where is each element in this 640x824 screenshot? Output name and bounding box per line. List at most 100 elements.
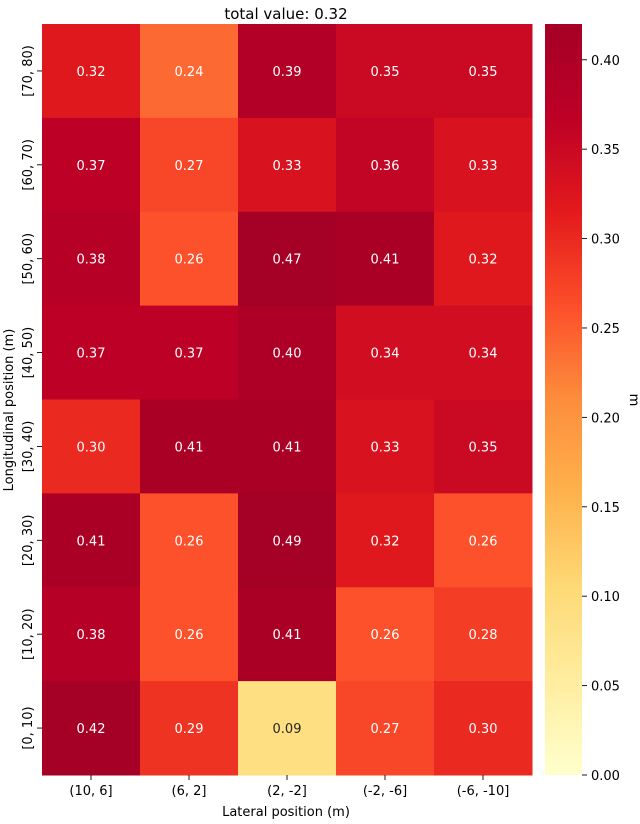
heatmap-cell	[42, 117, 141, 213]
heatmap-cell	[42, 305, 141, 400]
cell-value-label: 0.36	[371, 159, 400, 174]
cell-value-label: 0.41	[77, 534, 106, 549]
cell-value-label: 0.28	[469, 628, 498, 643]
cell-value-label: 0.29	[175, 722, 204, 737]
heatmap-cell	[336, 24, 435, 119]
colorbar-tick-label: 0.25	[591, 322, 620, 337]
colorbar-axis: 0.00 0.05 0.10 0.15 0.20 0.25 0.30 0.35 0.40	[582, 54, 620, 784]
colorbar	[545, 24, 582, 775]
cell-value-label: 0.37	[77, 159, 106, 174]
x-axis: (10, 6] (6, 2] (2, -2] (-2, -6] (-6, -10]	[69, 775, 509, 799]
heatmap-cell	[140, 24, 239, 119]
heatmap-cell	[434, 305, 533, 400]
cell-value-label: 0.26	[175, 253, 204, 268]
cell-value-label: 0.41	[371, 253, 400, 268]
heatmap-cell	[238, 211, 337, 307]
cell-value-label: 0.26	[469, 534, 498, 549]
cell-value-label: 0.09	[273, 722, 302, 737]
x-tick-label: (-2, -6]	[363, 784, 407, 799]
colorbar-tick-label: 0.40	[591, 54, 620, 69]
heatmap-cell	[238, 587, 337, 682]
heatmap-cell	[238, 681, 337, 776]
cell-value-label: 0.37	[175, 347, 204, 362]
cell-value-label: 0.33	[273, 159, 302, 174]
cell-value-label: 0.34	[371, 347, 400, 362]
heatmap-cell	[42, 399, 141, 494]
y-tick-label: [50, 60)	[21, 233, 36, 285]
x-tick-label: (10, 6]	[69, 784, 112, 799]
cell-value-label: 0.38	[77, 253, 106, 268]
cell-value-label: 0.30	[469, 722, 498, 737]
x-tick-label: (2, -2]	[267, 784, 307, 799]
colorbar-tick-label: 0.15	[591, 501, 620, 516]
heatmap-cell	[336, 399, 435, 494]
heatmap-cell	[238, 493, 337, 588]
heatmap-cell	[140, 587, 239, 682]
y-axis: [70, 80) [60, 70) [50, 60) [40, 50) [30, 40)…	[21, 45, 42, 750]
chart-title: total value: 0.32	[224, 5, 347, 23]
heatmap-cell	[336, 493, 435, 588]
y-tick-label: [20, 30)	[21, 515, 36, 567]
cell-value-label: 0.26	[371, 628, 400, 643]
x-tick-label: (-6, -10]	[457, 784, 510, 799]
x-axis-label: Lateral position (m)	[222, 805, 350, 820]
cell-value-label: 0.42	[77, 722, 106, 737]
heatmap-cell	[336, 211, 435, 307]
cell-value-label: 0.41	[175, 440, 204, 455]
heatmap-cell	[434, 117, 533, 213]
heatmap-cell	[42, 211, 141, 307]
heatmap-cell	[42, 587, 141, 682]
heatmap-cell	[336, 587, 435, 682]
cell-value-label: 0.27	[371, 722, 400, 737]
heatmap-cell	[434, 399, 533, 494]
cell-value-label: 0.32	[371, 534, 400, 549]
cell-value-label: 0.30	[77, 440, 106, 455]
heatmap-cell	[238, 24, 337, 119]
colorbar-label: m	[626, 394, 640, 407]
cell-value-label: 0.24	[175, 65, 204, 80]
cell-value-label: 0.40	[273, 347, 302, 362]
heatmap-cell	[434, 587, 533, 682]
x-tick-label: (6, 2]	[172, 784, 207, 799]
heatmap-cell	[42, 24, 141, 119]
colorbar-tick-label: 0.00	[591, 769, 620, 784]
y-tick-label: [10, 20)	[21, 608, 36, 660]
heatmap-cell	[336, 117, 435, 213]
colorbar-tick-label: 0.05	[591, 680, 620, 695]
colorbar-tick-label: 0.10	[591, 590, 620, 605]
cell-value-label: 0.39	[273, 65, 302, 80]
cell-value-label: 0.41	[273, 440, 302, 455]
heatmap-cell	[336, 681, 435, 776]
cell-value-label: 0.35	[469, 440, 498, 455]
cell-value-label: 0.49	[273, 534, 302, 549]
cell-value-label: 0.32	[77, 65, 106, 80]
cell-value-label: 0.32	[469, 253, 498, 268]
heatmap-cells: 0.32 0.24 0.39 0.35 0.35 0.37 0.27 0.33 0.36 0.33…	[42, 24, 533, 776]
heatmap-cell	[434, 24, 533, 119]
colorbar-tick-label: 0.20	[591, 411, 620, 426]
cell-value-label: 0.26	[175, 628, 204, 643]
cell-value-label: 0.33	[469, 159, 498, 174]
cell-value-label: 0.35	[371, 65, 400, 80]
heatmap-cell	[140, 211, 239, 307]
heatmap-cell	[434, 493, 533, 588]
y-tick-label: [30, 40)	[21, 421, 36, 473]
y-tick-label: [40, 50)	[21, 327, 36, 379]
colorbar-tick-label: 0.30	[591, 233, 620, 248]
heatmap-cell	[434, 211, 533, 307]
y-tick-label: [70, 80)	[21, 45, 36, 97]
heatmap-cell	[140, 399, 239, 494]
heatmap-cell	[42, 681, 141, 776]
heatmap-cell	[238, 305, 337, 400]
heatmap-cell	[336, 305, 435, 400]
y-tick-label: [60, 70)	[21, 139, 36, 191]
cell-value-label: 0.34	[469, 347, 498, 362]
heatmap-cell	[140, 493, 239, 588]
heatmap-cell	[238, 117, 337, 213]
heatmap-cell	[434, 681, 533, 776]
cell-value-label: 0.35	[469, 65, 498, 80]
cell-value-label: 0.41	[273, 628, 302, 643]
heatmap-cell	[238, 399, 337, 494]
cell-value-label: 0.38	[77, 628, 106, 643]
